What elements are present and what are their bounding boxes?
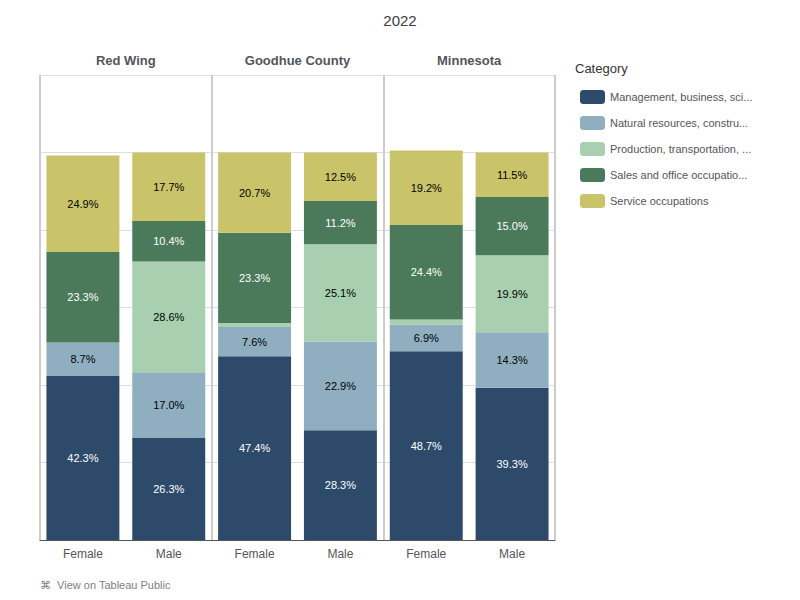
svg-text:Male: Male <box>327 547 353 561</box>
svg-text:Natural resources, constru...: Natural resources, constru... <box>610 117 748 129</box>
svg-text:11.5%: 11.5% <box>497 169 528 181</box>
svg-text:22.9%: 22.9% <box>325 380 356 392</box>
svg-text:12.5%: 12.5% <box>325 171 356 183</box>
svg-text:24.9%: 24.9% <box>67 198 98 210</box>
svg-text:28.6%: 28.6% <box>153 311 184 323</box>
svg-text:20.7%: 20.7% <box>239 187 270 199</box>
svg-text:Goodhue County: Goodhue County <box>245 53 351 68</box>
svg-text:7.6%: 7.6% <box>242 336 267 348</box>
svg-text:14.3%: 14.3% <box>496 354 527 366</box>
svg-text:2022: 2022 <box>383 12 416 29</box>
svg-text:23.3%: 23.3% <box>239 272 270 284</box>
svg-text:Management, business, sci...: Management, business, sci... <box>610 91 752 103</box>
svg-text:26.3%: 26.3% <box>153 483 184 495</box>
svg-text:Red Wing: Red Wing <box>96 53 156 68</box>
svg-text:19.2%: 19.2% <box>411 182 442 194</box>
svg-text:17.7%: 17.7% <box>153 181 184 193</box>
svg-text:Female: Female <box>63 547 103 561</box>
svg-text:6.9%: 6.9% <box>414 332 439 344</box>
svg-text:Male: Male <box>156 547 182 561</box>
svg-text:Male: Male <box>499 547 525 561</box>
svg-text:Minnesota: Minnesota <box>437 53 502 68</box>
svg-text:Service occupations: Service occupations <box>610 195 709 207</box>
svg-text:39.3%: 39.3% <box>496 458 527 470</box>
svg-text:23.3%: 23.3% <box>67 291 98 303</box>
svg-text:48.7%: 48.7% <box>411 440 442 452</box>
svg-text:24.4%: 24.4% <box>411 266 442 278</box>
svg-text:28.3%: 28.3% <box>325 479 356 491</box>
svg-text:19.9%: 19.9% <box>496 288 527 300</box>
svg-text:⌘ View on Tableau Public: ⌘ View on Tableau Public <box>40 579 171 591</box>
svg-text:11.2%: 11.2% <box>325 217 356 229</box>
svg-text:42.3%: 42.3% <box>67 452 98 464</box>
svg-text:Category: Category <box>575 61 628 76</box>
svg-text:10.4%: 10.4% <box>153 235 184 247</box>
svg-text:47.4%: 47.4% <box>239 442 270 454</box>
svg-text:8.7%: 8.7% <box>70 353 95 365</box>
svg-text:17.0%: 17.0% <box>153 399 184 411</box>
svg-text:25.1%: 25.1% <box>325 287 356 299</box>
svg-text:Female: Female <box>406 547 446 561</box>
svg-text:Female: Female <box>235 547 275 561</box>
svg-text:Sales and office occupatio...: Sales and office occupatio... <box>610 169 747 181</box>
svg-text:Production, transportation, ..: Production, transportation, ... <box>610 143 751 155</box>
svg-text:15.0%: 15.0% <box>496 220 527 232</box>
